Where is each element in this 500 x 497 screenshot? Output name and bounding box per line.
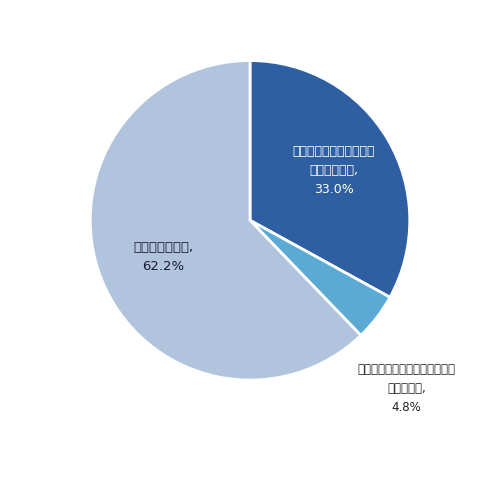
Wedge shape — [90, 61, 361, 380]
Wedge shape — [250, 220, 390, 335]
Wedge shape — [250, 61, 410, 297]
Text: 特に変わらない,
62.2%: 特に変わらない, 62.2% — [134, 241, 194, 273]
Text: 以前よりもお薦めしたい
と思っている,
33.0%: 以前よりもお薦めしたい と思っている, 33.0% — [293, 145, 376, 196]
Text: 以前よりもお薦めしたくないと
思っている,
4.8%: 以前よりもお薦めしたくないと 思っている, 4.8% — [358, 363, 456, 414]
